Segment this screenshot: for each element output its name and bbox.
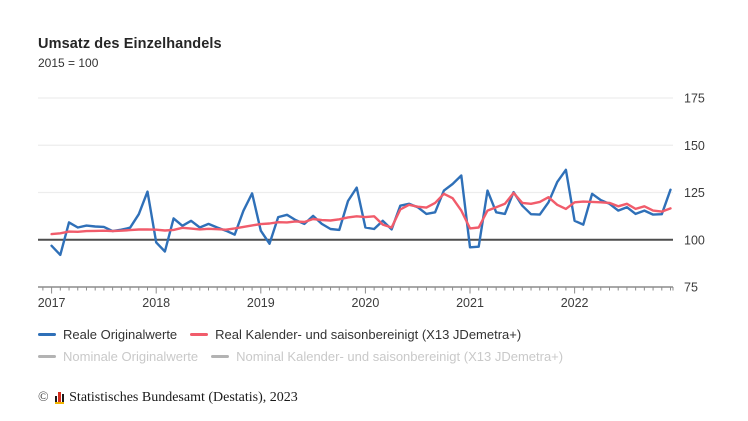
chart-header: Umsatz des Einzelhandels 2015 = 100 [38, 36, 222, 70]
gray-line-swatch-icon [38, 355, 56, 358]
series-line-real-kalender-und-saisonbereinigt-x13-jdemetra [50, 191, 672, 236]
legend-label: Nominal Kalender- und saisonbereinigt (X… [236, 349, 564, 364]
chart-legend: Reale Originalwerte Real Kalender- und s… [38, 327, 563, 364]
y-tick-label: 150 [684, 139, 705, 153]
copyright-symbol: © [38, 390, 49, 405]
blue-line-swatch-icon [38, 333, 56, 336]
chart-subtitle: 2015 = 100 [38, 56, 99, 70]
legend-item-nominal-saisonbereinigt[interactable]: Nominal Kalender- und saisonbereinigt (X… [211, 349, 563, 364]
red-line-swatch-icon [190, 333, 209, 336]
page-title: Umsatz des Einzelhandels [38, 36, 222, 52]
y-tick-label: 100 [684, 233, 705, 247]
legend-item-real-saisonbereinigt[interactable]: Real Kalender- und saisonbereinigt (X13 … [190, 327, 521, 342]
legend-row-nominal: Nominale Originalwerte Nominal Kalender-… [38, 349, 563, 364]
x-year-label: 2017 [38, 296, 66, 310]
legend-label: Nominale Originalwerte [63, 349, 199, 364]
legend-label: Reale Originalwerte [63, 327, 178, 342]
x-year-label: 2021 [456, 296, 484, 310]
copyright-line: © Statistisches Bundesamt (Destatis), 20… [38, 390, 298, 406]
x-year-label: 2020 [352, 296, 380, 310]
x-year-label: 2022 [561, 296, 589, 310]
series-line-reale-originalwerte [50, 168, 672, 257]
x-year-label: 2019 [247, 296, 275, 310]
x-year-label: 2018 [142, 296, 170, 310]
legend-item-reale-originalwerte[interactable]: Reale Originalwerte [38, 327, 177, 342]
legend-label: Real Kalender- und saisonbereinigt (X13 … [215, 327, 522, 342]
y-tick-label: 125 [684, 186, 705, 200]
y-tick-label: 175 [684, 92, 705, 106]
legend-row-real: Reale Originalwerte Real Kalender- und s… [38, 327, 563, 342]
destatis-logo-icon [54, 391, 65, 404]
gray-line-swatch-icon [211, 355, 230, 358]
y-tick-label: 75 [684, 281, 698, 295]
copyright-text: Statistisches Bundesamt (Destatis), 2023 [69, 390, 298, 405]
legend-item-nominale-originalwerte[interactable]: Nominale Originalwerte [38, 349, 198, 364]
